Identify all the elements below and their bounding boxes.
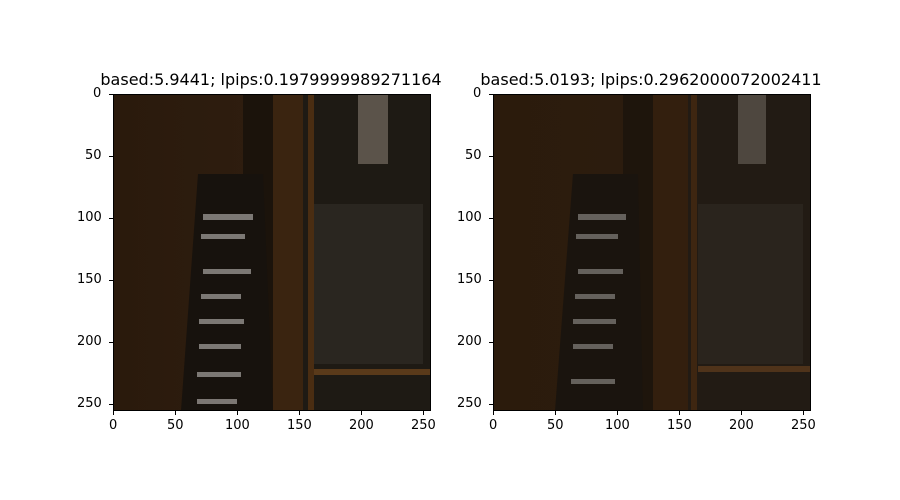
y-tick [109, 156, 113, 157]
y-tick [109, 342, 113, 343]
y-tick [109, 280, 113, 281]
x-tick [679, 411, 680, 415]
y-tick [489, 280, 493, 281]
y-tick-label: 50 [465, 148, 482, 163]
left-image [113, 94, 431, 411]
y-tick-label: 100 [457, 210, 482, 225]
x-tick [741, 411, 742, 415]
y-tick-label: 200 [77, 334, 102, 349]
y-tick-label: 250 [77, 396, 102, 411]
y-tick-label: 50 [85, 148, 102, 163]
y-tick-label: 150 [457, 272, 482, 287]
y-tick [109, 94, 113, 95]
x-tick-label: 150 [667, 418, 692, 433]
y-tick-label: 200 [457, 334, 482, 349]
x-tick-label: 250 [791, 418, 816, 433]
x-tick [299, 411, 300, 415]
y-tick-label: 100 [77, 210, 102, 225]
y-tick-label: 0 [93, 86, 102, 101]
x-tick-label: 100 [605, 418, 630, 433]
x-tick [113, 411, 114, 415]
y-tick-label: 250 [457, 396, 482, 411]
x-tick-label: 100 [225, 418, 250, 433]
y-tick [489, 218, 493, 219]
panel-title: based:5.9441; lpips:0.1979999989271164 [100, 70, 442, 89]
x-tick-label: 0 [489, 418, 498, 433]
y-tick [489, 94, 493, 95]
x-tick [423, 411, 424, 415]
y-tick [109, 218, 113, 219]
x-tick-label: 0 [109, 418, 118, 433]
x-tick-label: 200 [349, 418, 374, 433]
y-tick [109, 404, 113, 405]
y-tick-label: 0 [473, 86, 482, 101]
x-tick [237, 411, 238, 415]
y-tick [489, 156, 493, 157]
x-tick-label: 50 [167, 418, 184, 433]
right-image [493, 94, 811, 411]
y-tick-label: 150 [77, 272, 102, 287]
x-tick [175, 411, 176, 415]
x-tick [803, 411, 804, 415]
x-tick-label: 200 [729, 418, 754, 433]
right-image-scene [493, 94, 811, 411]
x-tick-label: 150 [287, 418, 312, 433]
x-tick [493, 411, 494, 415]
x-tick [361, 411, 362, 415]
y-tick [489, 404, 493, 405]
x-tick-label: 50 [547, 418, 564, 433]
x-tick [617, 411, 618, 415]
panel-title: based:5.0193; lpips:0.2962000072002411 [480, 70, 822, 89]
left-image-scene [113, 94, 431, 411]
x-tick [555, 411, 556, 415]
x-tick-label: 250 [411, 418, 436, 433]
y-tick [489, 342, 493, 343]
